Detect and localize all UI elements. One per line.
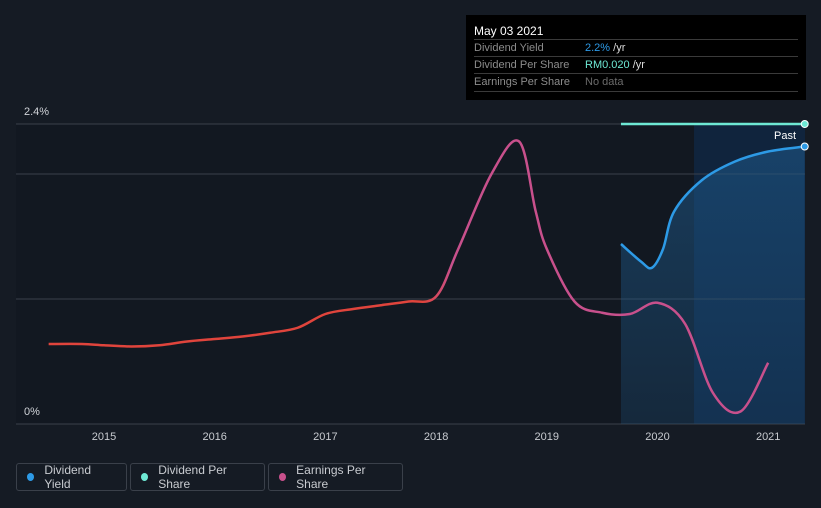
legend-dot-icon [141,473,149,481]
dividend-yield-line [620,145,805,270]
y-tick-label: 2.4% [24,106,50,118]
row-label: Earnings Per Share [474,76,570,88]
legend-dividend-per-share[interactable]: Dividend Per Share [130,463,265,491]
x-tick-label: 2015 [91,431,117,443]
x-tick-label: 2021 [755,431,781,443]
x-tick-label: 2016 [202,431,227,443]
tooltip-row-eps: Earnings Per Share No data [474,73,798,90]
legend-earnings-per-share[interactable]: Earnings Per Share [268,463,403,491]
row-value: No data [585,76,624,88]
dividend-yield-point [800,142,809,151]
legend-label: Earnings Per Share [296,463,366,491]
legend-dividend-yield[interactable]: Dividend Yield [16,463,127,491]
tooltip: May 03 2021 Dividend Yield 2.2% /yr Divid… [466,15,806,100]
row-unit: /yr [610,42,626,54]
legend-label: Dividend Yield [44,463,92,491]
y-tick-label: 0% [24,406,40,418]
tooltip-row-dividend-yield: Dividend Yield 2.2% /yr [474,39,798,56]
x-tick-label: 2019 [534,431,560,443]
legend-dot-icon [279,473,287,481]
legend-label: Dividend Per Share [158,463,227,491]
x-tick-label: 2017 [313,431,338,443]
earnings-per-share-line [48,139,770,414]
dividend-yield-area [620,146,805,424]
row-value: RM0.020 [585,59,630,71]
dividend-per-share-point [800,120,809,128]
row-value: 2.2% [585,42,611,54]
row-unit: /yr [629,59,645,71]
x-tick-label: 2020 [645,431,670,443]
x-tick-label: 2018 [423,431,449,443]
row-label: Dividend Per Share [474,59,570,71]
tooltip-date: May 03 2021 [474,24,544,38]
tooltip-row-dividend-per-share: Dividend Per Share RM0.020 /yr [474,56,798,73]
past-label: Past [774,130,797,142]
row-label: Dividend Yield [474,42,544,54]
legend-dot-icon [27,473,35,481]
